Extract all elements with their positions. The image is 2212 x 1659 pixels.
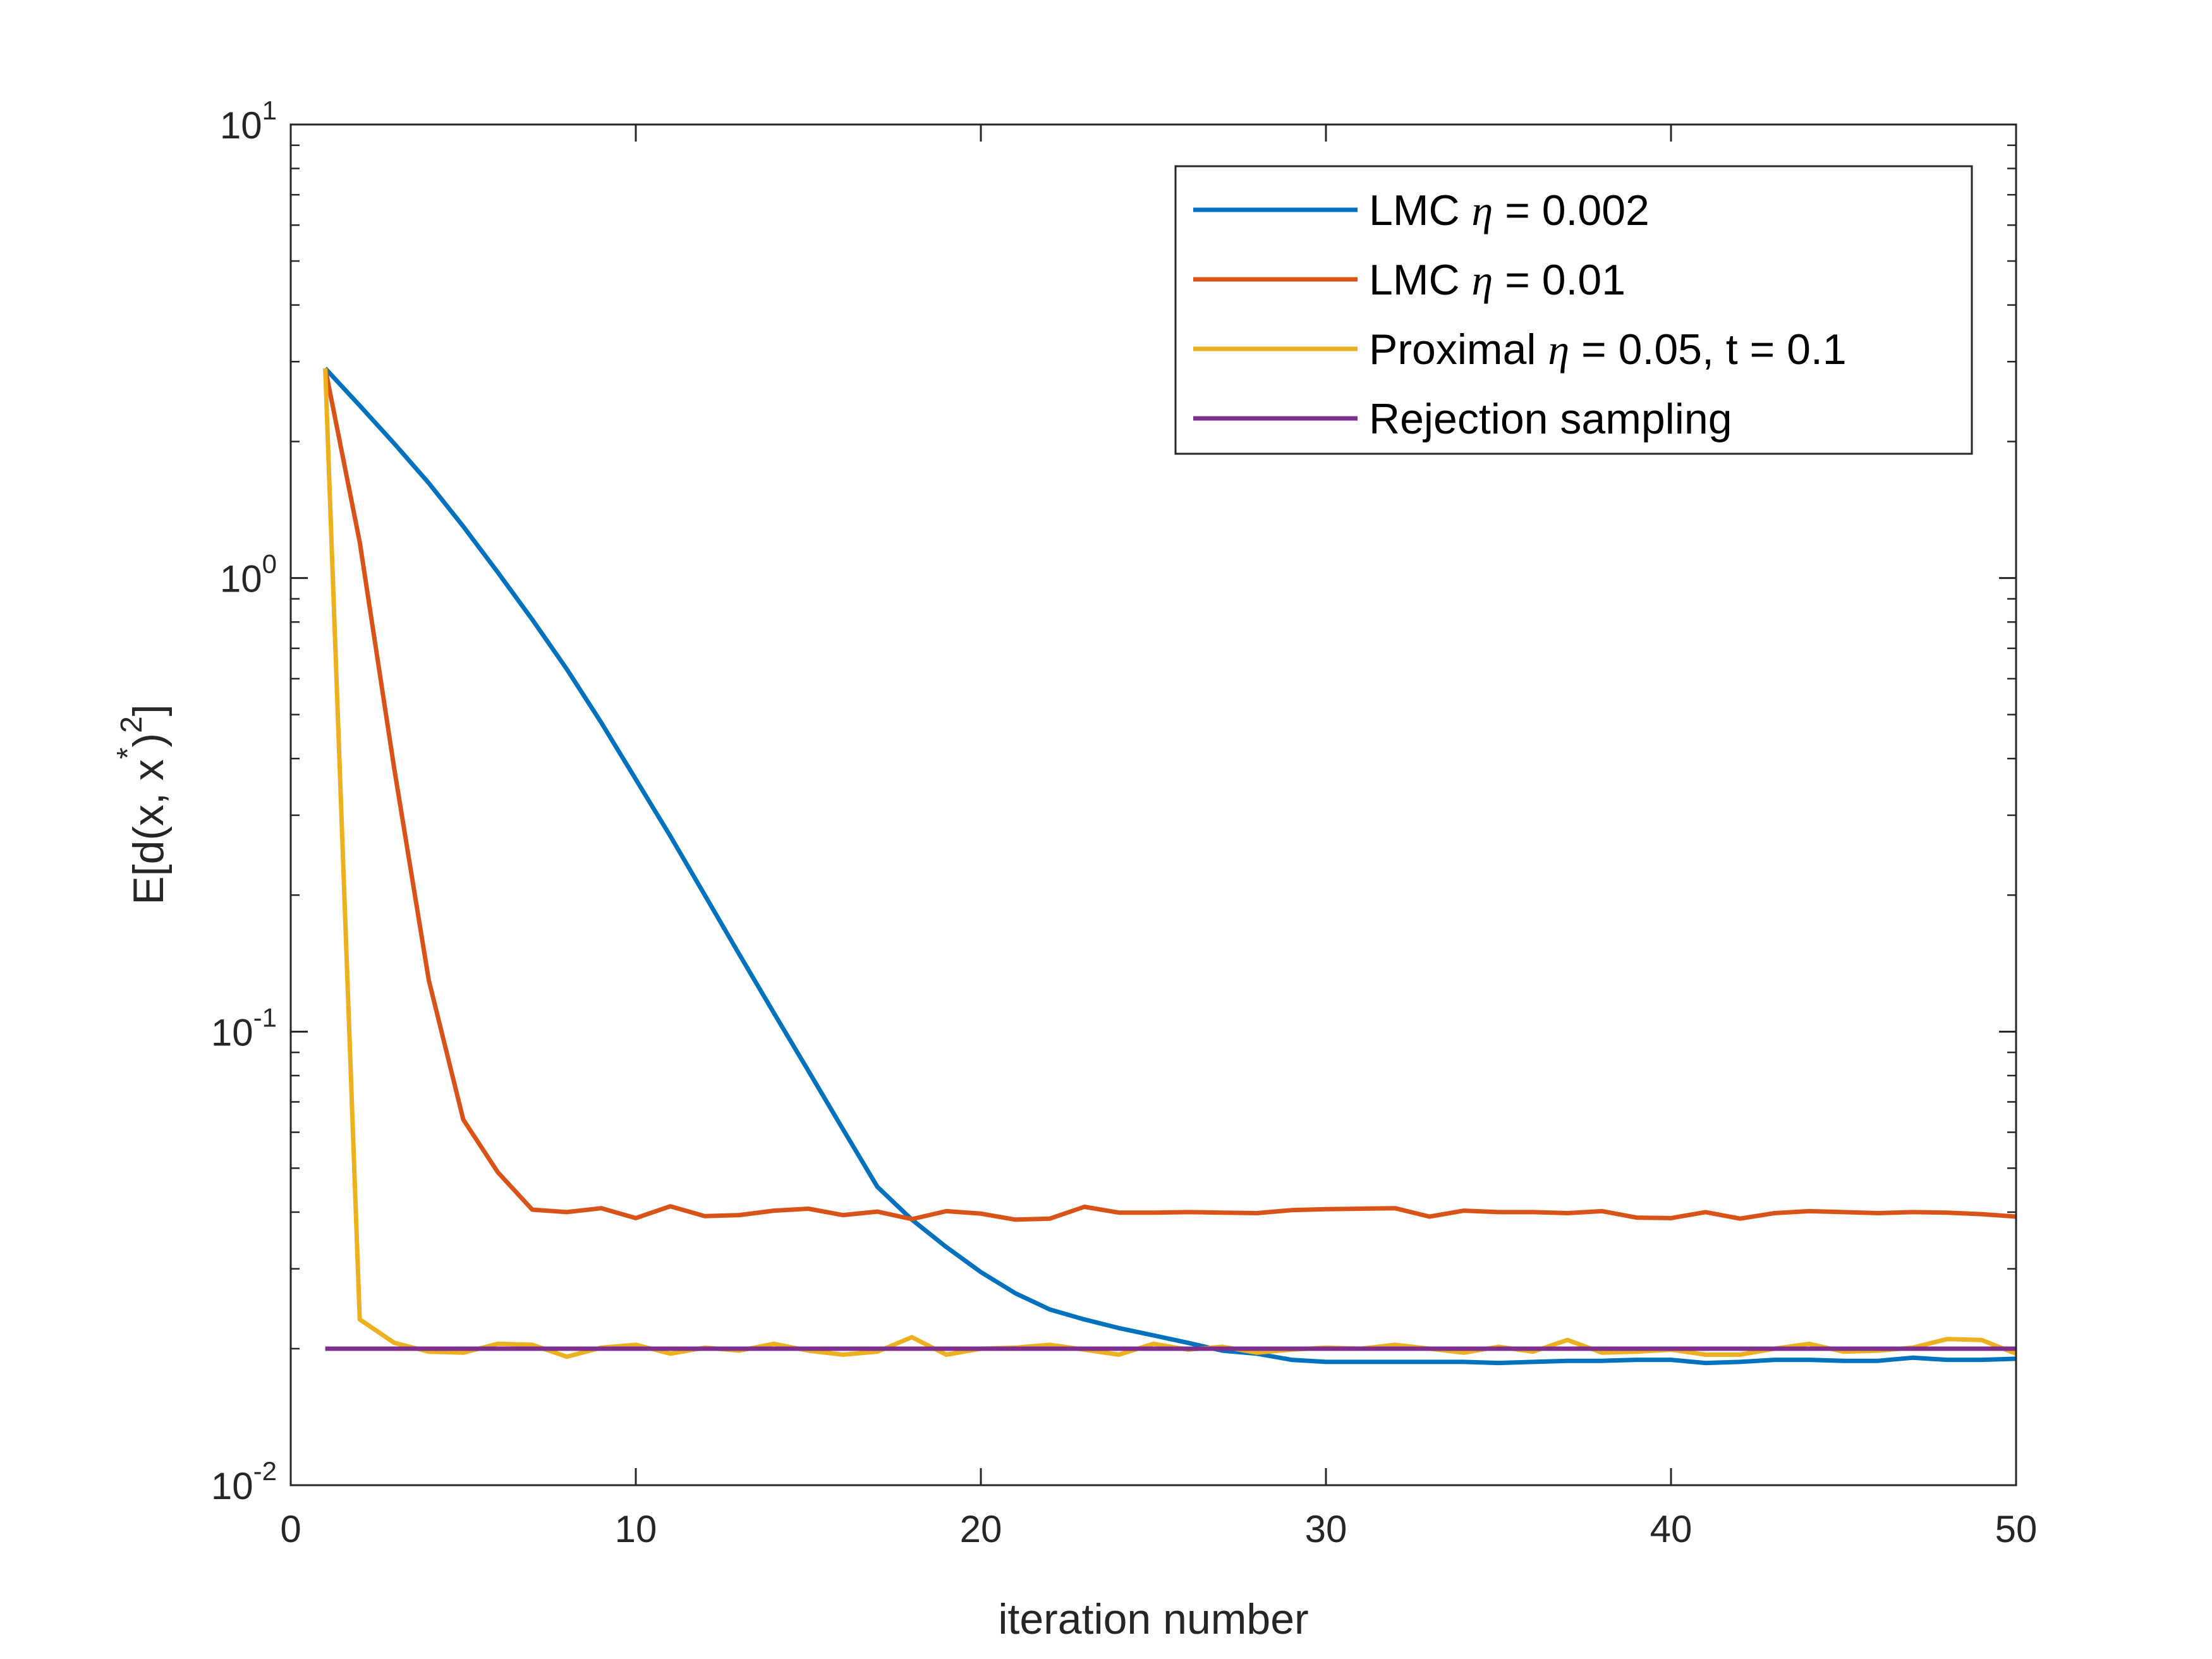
legend-label-4: Rejection sampling — [1369, 395, 1732, 443]
y-tick-label: 100 — [220, 549, 277, 600]
series-line-2 — [323, 368, 2017, 1222]
x-tick-label: 40 — [1650, 1508, 1692, 1550]
y-tick-label: 101 — [220, 95, 277, 147]
x-tick-label: 20 — [960, 1508, 1002, 1550]
svg-text:E[d(x, x*)2]: E[d(x, x*)2] — [111, 704, 173, 904]
y-axis-title: E[d(x, x*)2] — [111, 704, 173, 904]
legend: LMC η = 0.002 LMC η = 0.01 Proximal η = 0.… — [1174, 165, 1973, 455]
legend-label-3: Proximal η = 0.05, t = 0.1 — [1369, 325, 1847, 374]
y-axis-title-base: E[d(x, x — [125, 759, 173, 905]
y-axis-title-star: * — [111, 748, 145, 760]
series-line-1 — [324, 367, 2017, 1366]
plot-frame — [289, 123, 2017, 1486]
y-tick-label: 10-2 — [211, 1456, 277, 1507]
y-tick-label: 10-1 — [211, 1002, 277, 1054]
x-tick-label: 10 — [615, 1508, 657, 1550]
legend-box — [1174, 165, 1973, 455]
legend-label-1: LMC η = 0.002 — [1369, 186, 1650, 234]
legend-label-2: LMC η = 0.01 — [1369, 256, 1626, 304]
series-lines — [323, 367, 2017, 1366]
x-tick-label: 50 — [1995, 1508, 2038, 1550]
x-axis-title: iteration number — [998, 1595, 1308, 1643]
x-tick-label: 30 — [1305, 1508, 1347, 1550]
tick-labels: 0 10 20 30 40 50 101 100 10-1 10-2 — [211, 95, 2037, 1550]
y-axis-title-end: ] — [125, 704, 173, 716]
x-tick-label: 0 — [280, 1508, 301, 1550]
y-axis-title-power: 2 — [115, 716, 149, 733]
y-axis-title-close: ) — [125, 733, 173, 748]
